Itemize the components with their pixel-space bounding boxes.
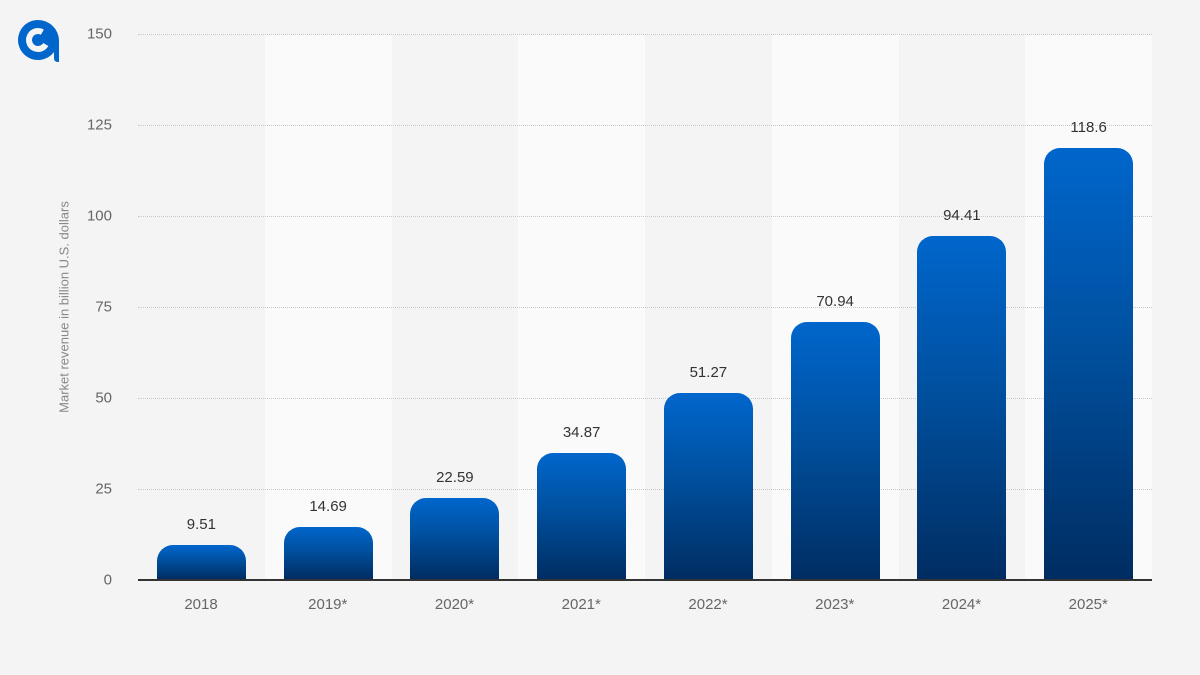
y-tick-label: 0: [103, 571, 112, 589]
x-axis-line: [138, 579, 1152, 581]
gridline: [138, 489, 1152, 490]
y-tick-label: 100: [86, 207, 112, 225]
value-label: 94.41: [943, 207, 981, 225]
value-label: 22.59: [436, 468, 474, 486]
bar-2022[interactable]: [663, 393, 753, 579]
value-label: 9.51: [186, 516, 216, 534]
bar-2025[interactable]: [1044, 148, 1134, 579]
y-tick-label: 150: [86, 25, 112, 43]
bar-2019[interactable]: [283, 526, 373, 579]
gridline: [138, 398, 1152, 399]
x-tick-label: 2021*: [561, 596, 601, 613]
value-label: 14.69: [309, 497, 347, 515]
x-tick-label: 2024*: [941, 596, 982, 613]
gridline: [138, 125, 1152, 126]
x-tick-label: 2023*: [815, 596, 855, 613]
statista-logo-icon: [18, 19, 59, 63]
gridline: [138, 216, 1152, 217]
value-label: 70.94: [816, 292, 854, 310]
bar-2020[interactable]: [410, 497, 500, 579]
y-tick-label: 75: [95, 298, 112, 316]
gridline: [138, 34, 1152, 35]
x-tick-label: 2018: [184, 596, 218, 613]
bar-2024[interactable]: [917, 236, 1007, 579]
value-label: 34.87: [562, 424, 601, 442]
x-tick-label: 2019*: [308, 596, 348, 613]
x-tick-label: 2022*: [688, 596, 728, 613]
y-tick-label: 125: [86, 116, 112, 134]
bar-2023[interactable]: [790, 321, 880, 579]
value-label: 118.6: [1070, 119, 1107, 137]
gridline: [138, 307, 1152, 308]
x-tick-label: 2025*: [1068, 596, 1108, 613]
bar-2018[interactable]: [156, 545, 246, 579]
y-tick-label: 25: [95, 480, 112, 498]
value-label: 51.27: [689, 364, 728, 382]
y-tick-label: 50: [95, 389, 112, 407]
bar-2021[interactable]: [537, 453, 627, 579]
x-tick-label: 2020*: [434, 596, 475, 613]
